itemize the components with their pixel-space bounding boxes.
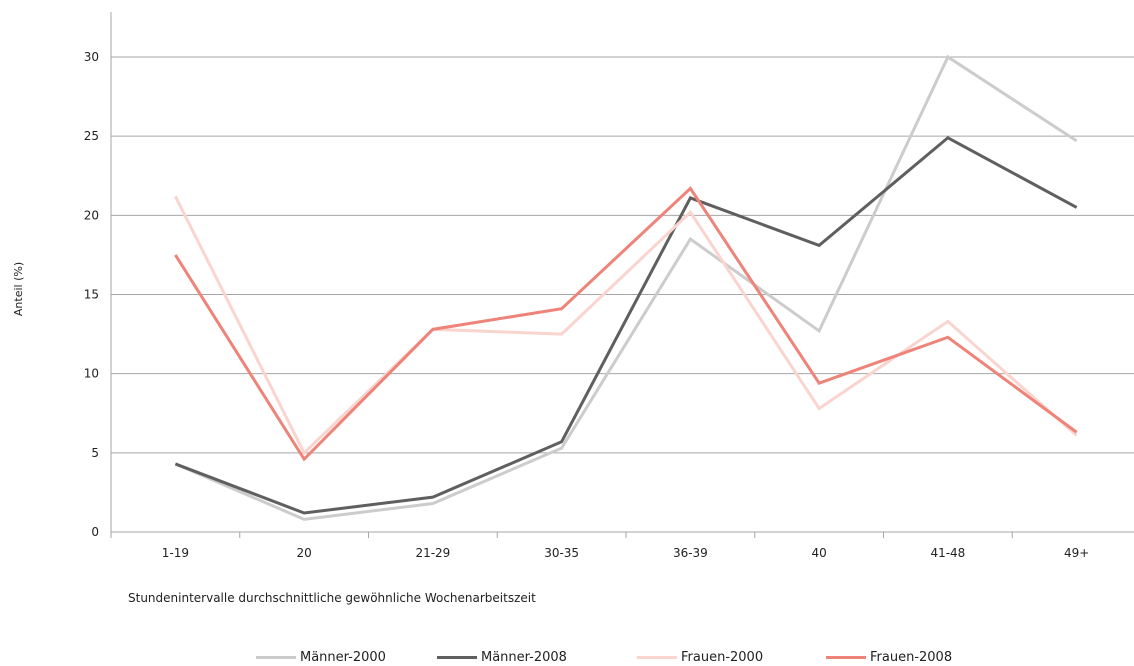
x-tick-labels: 1-19 20 21-29 30-35 36-39 40 41-48 49+ <box>162 546 1090 560</box>
x-tick-label: 1-19 <box>162 546 189 560</box>
y-tick-labels: 0 5 10 15 20 25 30 <box>84 50 99 539</box>
legend-swatch <box>437 656 477 659</box>
legend-label: Männer-2008 <box>481 650 567 665</box>
series-lines <box>174 54 1078 521</box>
x-tick-label: 36-39 <box>673 546 708 560</box>
y-tick-label: 15 <box>84 288 99 302</box>
series-line-3 <box>174 186 1078 462</box>
x-axis-title: Stundenintervalle durchschnittliche gewö… <box>128 591 536 605</box>
legend-label: Frauen-2000 <box>681 650 764 665</box>
legend-label: Männer-2000 <box>300 650 386 665</box>
gridlines <box>111 56 1134 454</box>
y-tick-label: 5 <box>91 446 99 460</box>
y-tick-label: 30 <box>84 50 99 64</box>
series-line-0 <box>174 54 1078 521</box>
legend-item-frauen-2008: Frauen-2008 <box>826 650 952 665</box>
y-axis-title: Anteil (%) <box>12 262 25 316</box>
y-tick-label: 20 <box>84 208 99 222</box>
y-tick-label: 0 <box>91 525 99 539</box>
x-tick-label: 30-35 <box>544 546 579 560</box>
legend: Männer-2000 Männer-2008 Frauen-2000 Frau… <box>0 650 1134 666</box>
x-tick-label: 49+ <box>1064 546 1089 560</box>
series-line-1 <box>174 135 1078 515</box>
legend-item-maenner-2000: Männer-2000 <box>256 650 386 665</box>
x-tick-label: 21-29 <box>415 546 450 560</box>
axes <box>110 12 1134 538</box>
x-tick-label: 41-48 <box>930 546 965 560</box>
y-tick-label: 10 <box>84 367 99 381</box>
x-tick-label: 20 <box>296 546 311 560</box>
legend-label: Frauen-2008 <box>870 650 953 665</box>
legend-swatch <box>256 656 296 659</box>
legend-swatch <box>826 656 866 659</box>
y-tick-label: 25 <box>84 129 99 143</box>
series-line-2 <box>174 195 1078 456</box>
x-tick-label: 40 <box>811 546 826 560</box>
legend-swatch <box>637 656 677 659</box>
legend-item-frauen-2000: Frauen-2000 <box>637 650 763 665</box>
legend-item-maenner-2008: Männer-2008 <box>437 650 567 665</box>
